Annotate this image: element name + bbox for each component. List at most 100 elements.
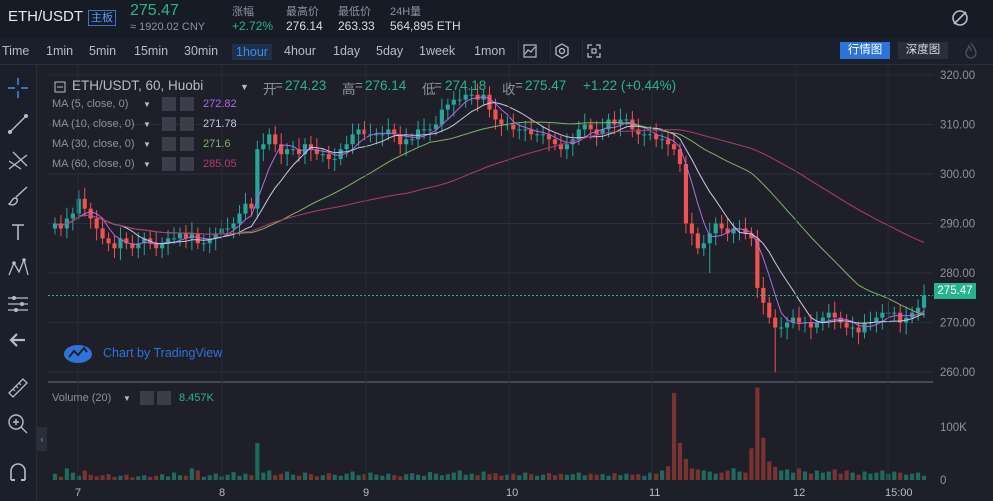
symbol-dropdown-icon[interactable]: ▼ (240, 82, 249, 92)
pattern-icon[interactable] (4, 254, 32, 282)
volume-bar (463, 474, 468, 480)
volume-bar (332, 474, 337, 480)
flame-icon[interactable] (962, 41, 980, 66)
candle-body (427, 129, 433, 131)
tf-15min[interactable]: 15min (134, 44, 169, 58)
price-chart[interactable] (48, 65, 933, 486)
tf-1hour[interactable]: 1hour (232, 44, 272, 60)
candle-body (648, 134, 653, 136)
tf-1mon[interactable]: 1mon (474, 44, 506, 58)
candle-body (921, 295, 927, 308)
candle-body (302, 144, 308, 155)
ma-dropdown-icon[interactable]: ▼ (143, 140, 151, 149)
volume-tick: 0 (940, 475, 946, 486)
ruler-icon[interactable] (4, 374, 32, 402)
candle-body (314, 149, 319, 155)
ma-settings-icon[interactable] (162, 97, 176, 111)
candle-body (820, 317, 825, 323)
volume-bar (225, 474, 230, 480)
tf-time[interactable]: Time (2, 44, 30, 58)
candle-body (600, 129, 605, 135)
volume-bar (915, 472, 921, 480)
tf-5day[interactable]: 5day (376, 44, 404, 58)
candle-body (487, 94, 492, 110)
ma-dropdown-icon[interactable]: ▼ (143, 100, 151, 109)
candle-body (493, 109, 498, 120)
fullscreen-icon[interactable] (582, 40, 605, 62)
ma-dropdown-icon[interactable]: ▼ (143, 160, 151, 169)
ma-close-icon[interactable] (180, 117, 194, 131)
volume-bar (415, 474, 421, 480)
collapse-legend-icon[interactable] (54, 80, 66, 98)
ma-close-icon[interactable] (180, 157, 194, 171)
hide-icon[interactable] (950, 8, 970, 33)
text-tool-icon[interactable] (4, 218, 32, 246)
volume-bar (433, 473, 439, 480)
candle-body (618, 119, 623, 125)
tf-1min[interactable]: 1min (46, 44, 74, 58)
volume-bar (540, 474, 546, 480)
candle-body (380, 134, 385, 136)
volume-bar (868, 473, 873, 480)
brush-icon[interactable] (4, 182, 32, 210)
volume-bar (177, 475, 183, 480)
symbol-label: ETH/USDT, 60, Huobi (72, 78, 204, 93)
volume-bar (439, 475, 444, 480)
volume-bar (838, 473, 843, 480)
time-tick: 8 (219, 487, 226, 499)
measure-lines-icon[interactable] (4, 290, 32, 318)
ma-legend-label: MA (10, close, 0) (52, 118, 135, 130)
change-value: +2.72% (232, 19, 274, 33)
ma-settings-icon[interactable] (162, 137, 176, 151)
candle-body (326, 154, 331, 160)
ma-line (54, 129, 925, 243)
volume-settings-icon[interactable] (140, 391, 154, 405)
time-tick: 12 (793, 487, 806, 499)
volume-bar (779, 470, 784, 480)
candle-body (713, 223, 718, 234)
candle-body (213, 233, 218, 239)
candle-body (743, 228, 748, 234)
pair-name[interactable]: ETH/USDT (8, 8, 83, 25)
tradingview-watermark: Chart by TradingView (103, 346, 223, 360)
vol-label: 24H量 (390, 6, 422, 18)
pitchfork-icon[interactable] (4, 146, 32, 174)
ma-close-icon[interactable] (180, 137, 194, 151)
trendline-icon[interactable] (4, 110, 32, 138)
tf-1day[interactable]: 1day (333, 44, 361, 58)
volume-close-icon[interactable] (157, 391, 171, 405)
volume-bar (856, 474, 861, 480)
magnet-icon[interactable] (4, 458, 32, 486)
depth-chart-button[interactable]: 深度图 (898, 42, 948, 59)
volume-bar (677, 443, 683, 480)
tradingview-logo (63, 340, 93, 369)
volume-bar (558, 473, 564, 480)
tf-5min[interactable]: 5min (89, 44, 117, 58)
volume-bar (64, 468, 69, 480)
ma-settings-icon[interactable] (162, 117, 176, 131)
tf-1week[interactable]: 1week (419, 44, 456, 58)
volume-bar (231, 472, 236, 480)
tf-4hour[interactable]: 4hour (284, 44, 316, 58)
ma-dropdown-icon[interactable]: ▼ (143, 120, 151, 129)
volume-bar (481, 471, 486, 480)
crosshair-icon[interactable] (4, 74, 32, 102)
ma-legend-label: MA (5, close, 0) (52, 98, 129, 110)
candle-body (582, 124, 587, 130)
ma-close-icon[interactable] (180, 97, 194, 111)
settings-icon[interactable] (550, 40, 573, 62)
open-label: 开 (263, 82, 277, 97)
volume-bar (314, 476, 319, 480)
volume-bar (850, 472, 855, 480)
chart-type-icon[interactable] (518, 40, 541, 62)
volume-bar (344, 473, 349, 480)
collapse-toolbar-button[interactable]: ‹ (37, 427, 47, 451)
back-arrow-icon[interactable] (4, 326, 32, 354)
volume-bar (106, 474, 111, 480)
market-chart-button[interactable]: 行情图 (840, 42, 890, 59)
volume-dropdown-icon[interactable]: ▼ (123, 394, 131, 403)
tf-30min[interactable]: 30min (184, 44, 219, 58)
zoom-in-icon[interactable] (4, 410, 32, 438)
volume-bar (160, 474, 165, 480)
ma-settings-icon[interactable] (162, 157, 176, 171)
